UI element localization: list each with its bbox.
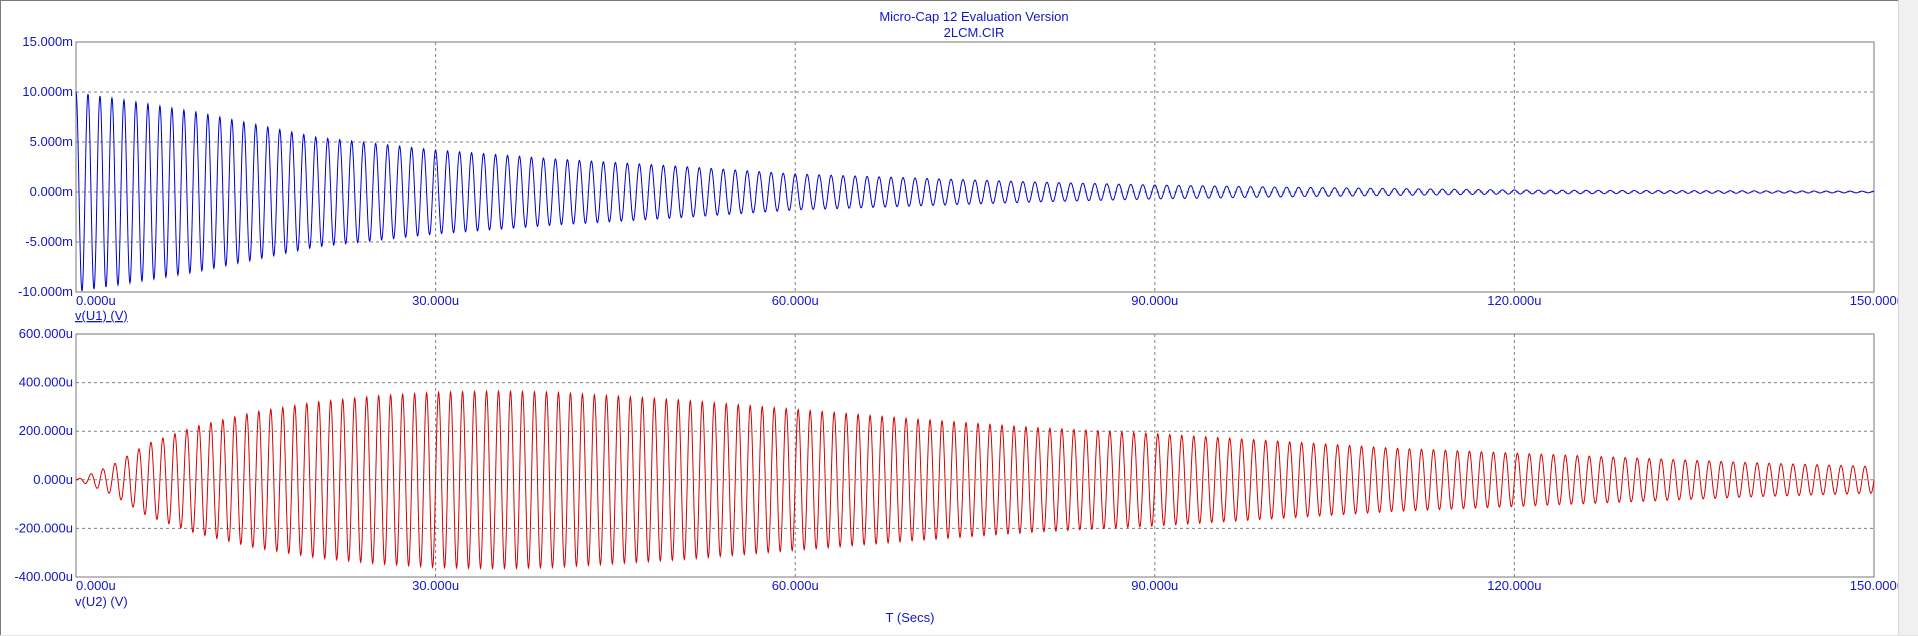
y-tick-label: -400.000u xyxy=(14,569,73,584)
window-edge xyxy=(1898,0,1918,635)
x-tick-label: 30.000u xyxy=(412,293,459,308)
x-tick-label: 90.000u xyxy=(1131,293,1178,308)
trace-label-u2[interactable]: v(U2) (V) xyxy=(75,594,128,609)
x-tick-label: 150.000u xyxy=(1850,578,1899,593)
y-tick-label: 10.000m xyxy=(22,84,73,99)
plot-frame xyxy=(75,41,1875,293)
x-tick-label: 120.000u xyxy=(1487,293,1541,308)
plot-frame xyxy=(75,333,1875,578)
window-title: Micro-Cap 12 Evaluation Version xyxy=(879,9,1068,24)
x-axis-label: T (Secs) xyxy=(886,610,935,625)
x-tick-label: 0.000u xyxy=(76,293,116,308)
trace-label-u1[interactable]: v(U1) (V) xyxy=(75,308,128,323)
y-tick-label: 0.000u xyxy=(33,472,73,487)
x-tick-label: 0.000u xyxy=(76,578,116,593)
y-tick-label: -200.000u xyxy=(14,520,73,535)
x-tick-label: 120.000u xyxy=(1487,578,1541,593)
y-tick-label: 0.000m xyxy=(30,184,73,199)
circuit-file-name: 2LCM.CIR xyxy=(944,25,1005,40)
plot-panel-top: 15.000m 10.000m 5.000m 0.000m -5.000m -10.000… xyxy=(18,34,1899,308)
series-waveform-2 xyxy=(75,389,1875,571)
y-tick-label: -10.000m xyxy=(18,284,73,299)
plot-panel-bottom: 600.000u 400.000u 200.000u 0.000u -200.000u -… xyxy=(14,326,1899,593)
y-tick-label: 200.000u xyxy=(19,423,73,438)
y-tick-label: -5.000m xyxy=(25,234,73,249)
y-tick-label: 400.000u xyxy=(19,375,73,390)
y-tick-label: 5.000m xyxy=(30,134,73,149)
y-tick-label: 15.000m xyxy=(22,34,73,49)
series-waveform-1 xyxy=(75,91,1875,292)
x-tick-label: 60.000u xyxy=(772,293,819,308)
x-tick-label: 30.000u xyxy=(412,578,459,593)
x-tick-label: 150.000u xyxy=(1850,293,1899,308)
y-tick-label: 600.000u xyxy=(19,326,73,341)
x-tick-label: 60.000u xyxy=(772,578,819,593)
x-tick-label: 90.000u xyxy=(1131,578,1178,593)
